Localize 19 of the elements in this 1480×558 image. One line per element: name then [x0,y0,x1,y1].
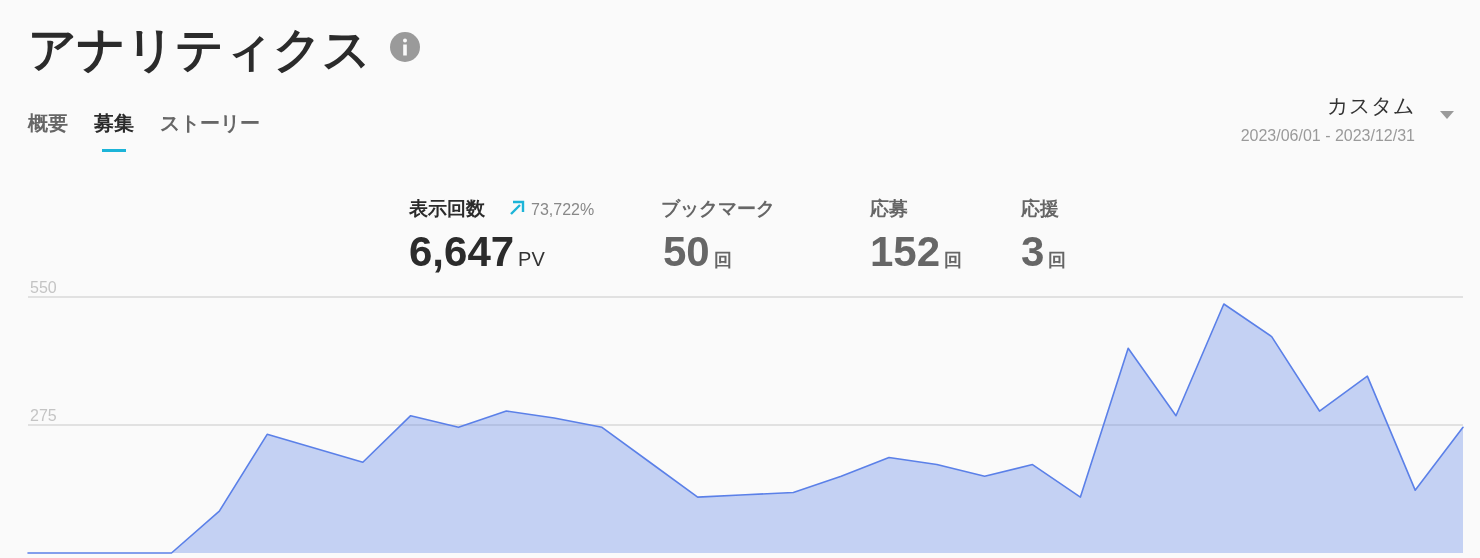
text: 概要 [27,112,68,134]
text: カスタム [1327,94,1415,117]
text: 73,722% [531,201,595,218]
text: 6,647 [409,228,515,275]
text: 回 [1048,250,1067,270]
chart-title: アナリティクス [28,23,371,76]
text: 表示回数 [408,198,486,219]
text: 応募 [869,198,908,219]
text: ストーリー [160,112,260,134]
text: PV [518,248,546,270]
text: 回 [713,250,732,270]
text: ブックマーク [661,198,775,219]
text: 回 [944,250,963,270]
text: 3 [1021,228,1045,275]
text: 152 [870,228,941,275]
text: 募集 [93,112,134,134]
text: 50 [663,228,710,275]
text: 2023/06/01 - 2023/12/31 [1240,127,1416,144]
text: 応援 [1020,198,1059,219]
